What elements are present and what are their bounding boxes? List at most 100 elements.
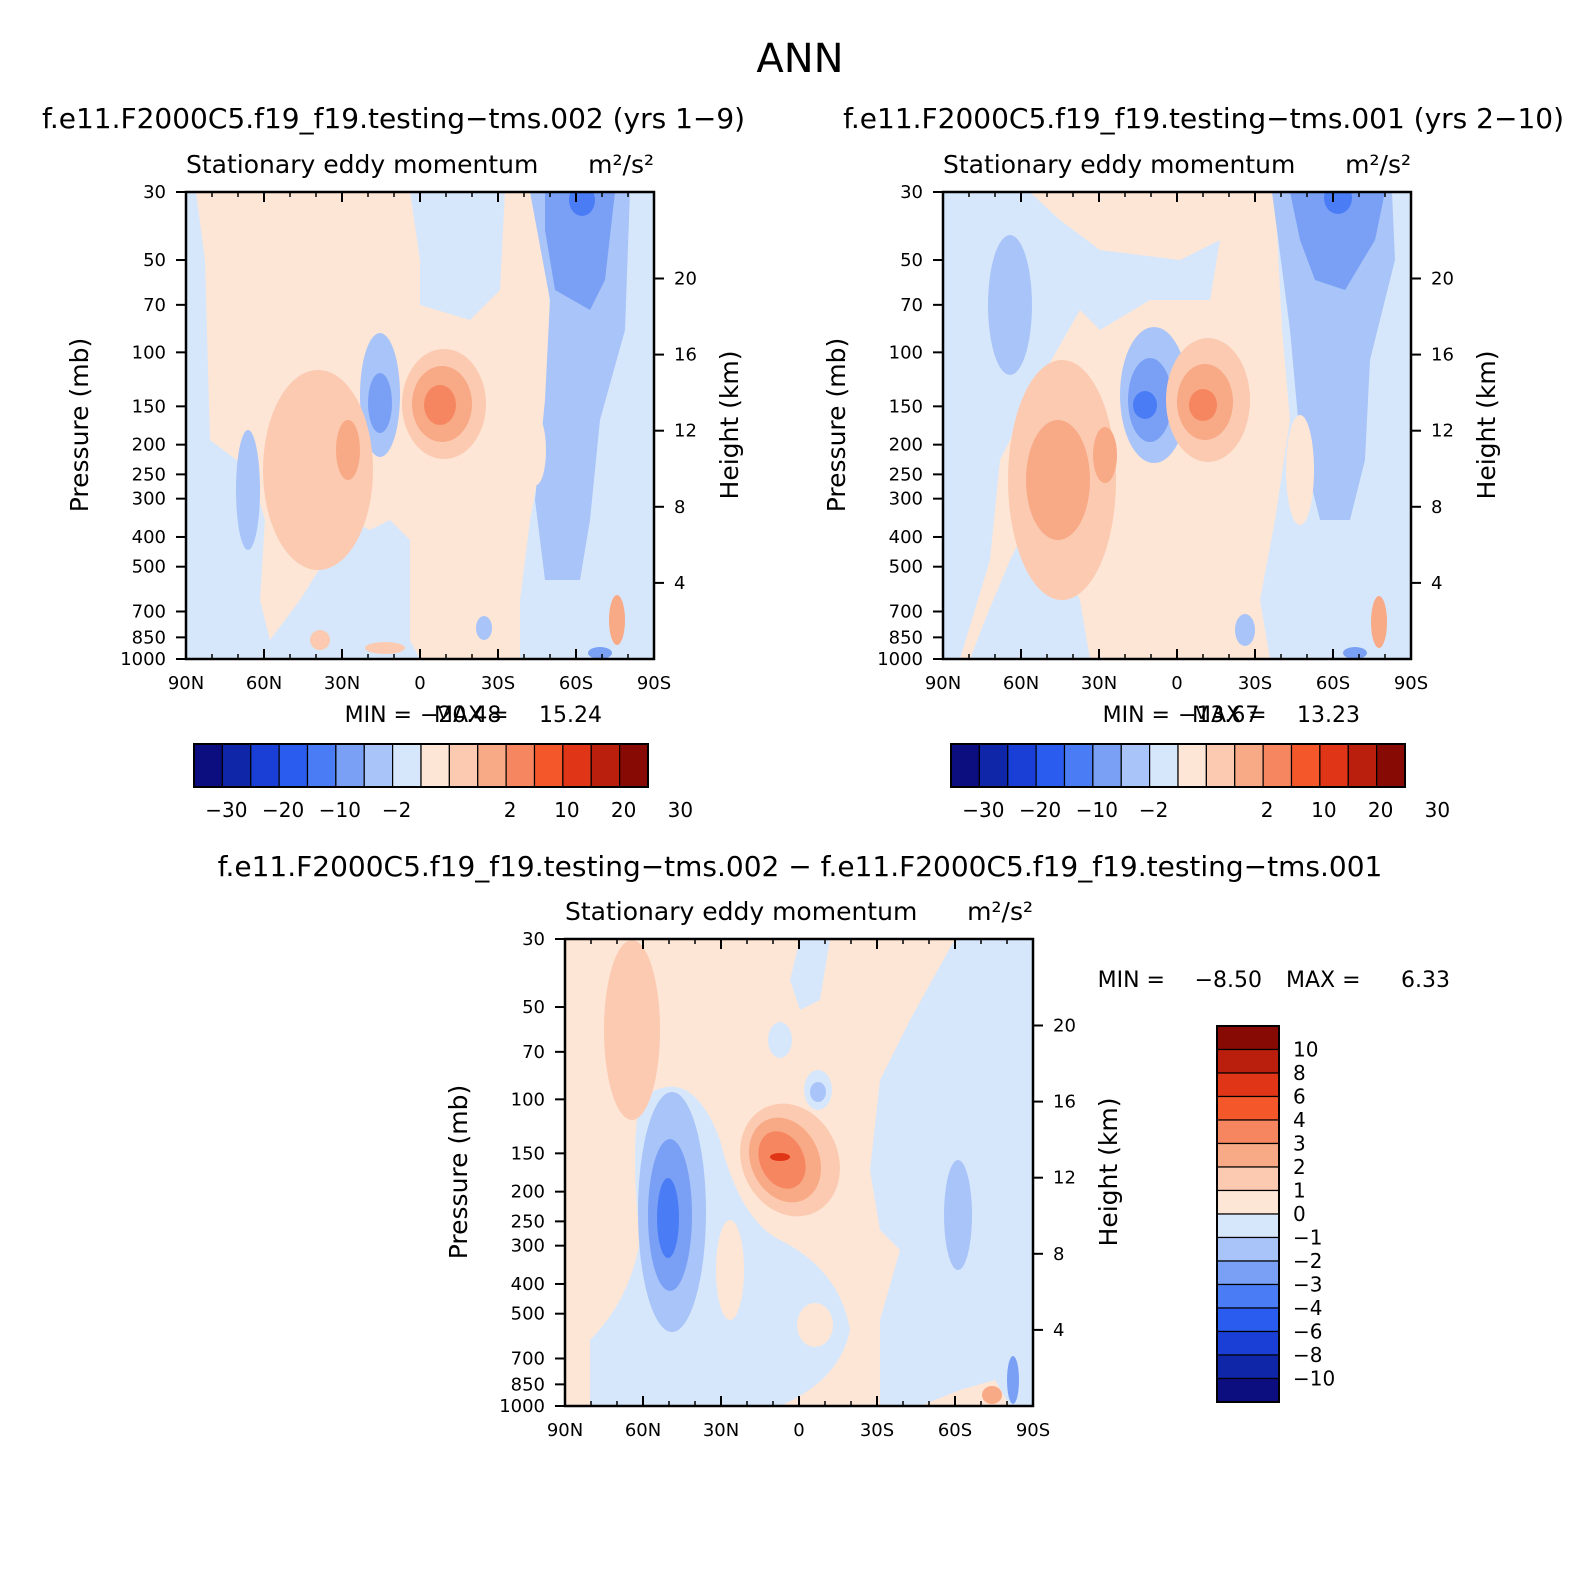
colorbar-frame — [193, 743, 649, 788]
colorbar-label: −1 — [1293, 1226, 1322, 1250]
x-tick-label: 60N — [246, 673, 282, 694]
panel-a-min-label: MIN = — [345, 703, 412, 728]
x-tick-label: 60S — [938, 1420, 972, 1441]
panel-c-positive-region — [797, 1303, 833, 1347]
colorbar-swatch — [1216, 1354, 1280, 1380]
colorbar-label: 0 — [1293, 1202, 1306, 1226]
y2-tick-label: 4 — [1431, 573, 1442, 594]
panel-c-max-label: MAX = — [1286, 968, 1361, 993]
y-tick-label: 1000 — [877, 649, 923, 670]
y-tick-label: 700 — [889, 601, 923, 622]
colorbar-swatch — [1216, 1142, 1280, 1168]
panel-a-title: f.e11.F2000C5.f19_f19.testing−tms.002 (y… — [42, 102, 745, 135]
colorbar-swatch — [1216, 1048, 1280, 1074]
panel-c-ylabel: Pressure (mb) — [444, 1085, 473, 1259]
y-tick-label: 70 — [522, 1042, 545, 1063]
panel-c: f.e11.F2000C5.f19_f19.testing−tms.002 − … — [218, 850, 1450, 1441]
panel-b-positive-region — [1286, 415, 1314, 525]
panel-c-negative-region — [810, 1082, 826, 1102]
panel-b-minimum-core — [1324, 192, 1352, 214]
colorbar-label: 10 — [1311, 798, 1336, 822]
y2-tick-label: 8 — [1431, 497, 1442, 518]
panel-a-ylabel: Pressure (mb) — [65, 338, 94, 512]
panel-b-min-label: MIN = — [1103, 703, 1170, 728]
y-tick-label: 850 — [889, 627, 923, 648]
x-tick-label: 90N — [547, 1420, 583, 1441]
y2-tick-label: 12 — [1431, 421, 1454, 442]
colorbar-swatch — [221, 743, 252, 788]
x-tick-label: 0 — [1171, 673, 1182, 694]
panel-a-positive-region — [609, 595, 625, 645]
x-tick-label: 90N — [168, 673, 204, 694]
colorbar-label: −3 — [1293, 1273, 1322, 1297]
colorbar-swatch — [619, 743, 649, 788]
y-tick-label: 400 — [511, 1274, 545, 1295]
y-tick-label: 300 — [132, 489, 166, 510]
panel-c-subtitle: Stationary eddy momentum — [565, 897, 917, 926]
colorbar-swatch — [1216, 1377, 1280, 1403]
colorbar-label: 30 — [1425, 798, 1450, 822]
panel-a-positive-region — [310, 630, 330, 650]
x-tick-label: 30S — [481, 673, 515, 694]
panel-a-minimum-core — [569, 192, 595, 216]
y-tick-label: 300 — [889, 489, 923, 510]
panel-c-min-value: −8.50 — [1195, 968, 1262, 993]
colorbar-swatch — [1216, 1236, 1280, 1262]
panel-c-positive-region — [604, 940, 660, 1120]
colorbar-label: −2 — [1139, 798, 1168, 822]
y2-tick-label: 20 — [1053, 1015, 1076, 1036]
panel-b-min-value: −13.67 — [1178, 703, 1259, 728]
colorbar-label: −10 — [1293, 1367, 1335, 1391]
panel-b-positive-region — [1371, 596, 1387, 648]
colorbar-label: 10 — [554, 798, 579, 822]
y-tick-label: 250 — [511, 1211, 545, 1232]
y-tick-label: 400 — [132, 527, 166, 548]
colorbar-swatch — [1262, 743, 1293, 788]
colorbar-swatch — [1216, 1119, 1280, 1145]
y-tick-label: 200 — [889, 435, 923, 456]
y-tick-label: 100 — [511, 1089, 545, 1110]
panel-c-units: m²/s² — [967, 897, 1033, 926]
x-tick-label: 30S — [1238, 673, 1272, 694]
panel-c-negative-region — [944, 1160, 972, 1270]
panel-a-positive-region — [263, 370, 373, 570]
panel-b-negative-core — [1133, 391, 1157, 419]
colorbar-label: 10 — [1293, 1038, 1318, 1062]
x-tick-label: 60S — [559, 673, 593, 694]
y2-tick-label: 12 — [1053, 1168, 1076, 1189]
y2-tick-label: 16 — [1431, 345, 1454, 366]
panel-a-max-label: MAX = — [434, 703, 509, 728]
colorbar-label: 2 — [1293, 1155, 1306, 1179]
colorbar-label: −10 — [319, 798, 361, 822]
x-tick-label: 90S — [637, 673, 671, 694]
panel-a-maximum-lobe — [424, 385, 456, 425]
colorbar-swatch — [1216, 1072, 1280, 1098]
panel-c-minimum-core — [657, 1178, 679, 1258]
y2-tick-label: 20 — [674, 268, 697, 289]
y2-tick-label: 16 — [674, 345, 697, 366]
x-tick-label: 0 — [414, 673, 425, 694]
colorbar-label: 30 — [668, 798, 693, 822]
y2-tick-label: 12 — [674, 421, 697, 442]
x-tick-label: 60N — [625, 1420, 661, 1441]
y-tick-label: 70 — [900, 295, 923, 316]
page-title: ANN — [756, 36, 843, 82]
y2-tick-label: 4 — [674, 573, 685, 594]
panel-c-maximum-core — [770, 1153, 790, 1161]
panel-b-units: m²/s² — [1345, 150, 1411, 179]
x-tick-label: 60S — [1316, 673, 1350, 694]
y-tick-label: 70 — [143, 295, 166, 316]
colorbar-swatch — [306, 743, 337, 788]
y-tick-label: 850 — [511, 1374, 545, 1395]
colorbar-label: 20 — [611, 798, 636, 822]
panel-c-negative-region — [1007, 1356, 1019, 1404]
x-tick-label: 60N — [1003, 673, 1039, 694]
panel-b: f.e11.F2000C5.f19_f19.testing−tms.001 (y… — [822, 102, 1564, 822]
y2-tick-label: 16 — [1053, 1092, 1076, 1113]
colorbar-swatch — [1216, 1330, 1280, 1356]
y-tick-label: 30 — [143, 182, 166, 203]
panel-a-negative-region — [368, 373, 392, 433]
colorbar-label: −2 — [382, 798, 411, 822]
colorbar-label: −4 — [1293, 1296, 1322, 1320]
